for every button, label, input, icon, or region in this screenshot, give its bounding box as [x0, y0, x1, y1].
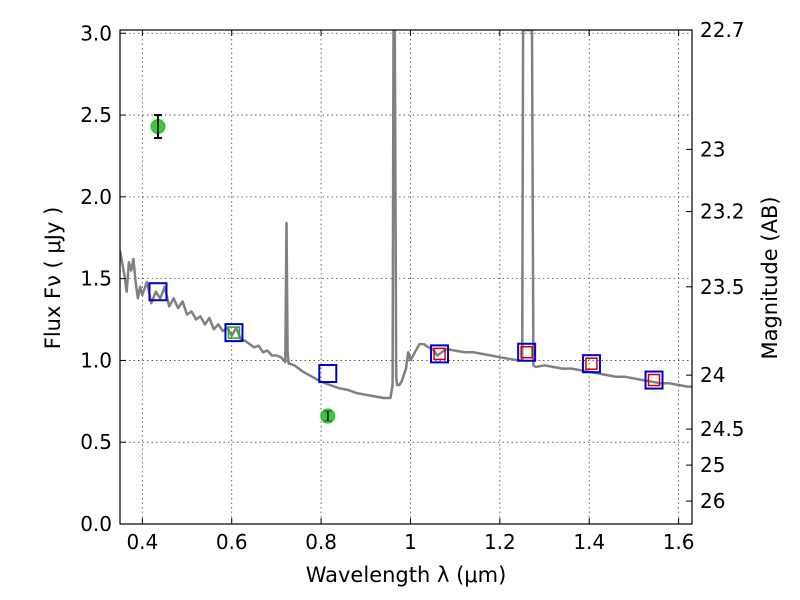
- y-tick-label: 2.5: [80, 103, 112, 127]
- x-tick-label: 0.6: [216, 530, 248, 554]
- grid-layer: [120, 30, 692, 525]
- y2-tick-label: 25: [700, 453, 725, 477]
- y2-tick-label: 23.5: [700, 275, 745, 299]
- model-photometry-marker: [148, 282, 168, 302]
- y-tick-label: 2.0: [80, 185, 112, 209]
- x-tick-label: 0.8: [305, 530, 337, 554]
- y2-tick-label: 23: [700, 137, 725, 161]
- plot-layer: [120, 30, 692, 424]
- observed-photometry-marker: [647, 373, 661, 387]
- y-tick-label: 1.0: [80, 348, 112, 372]
- tick-layer: 0.4 0.6 0.8 1 1.2 1.4 1.6 0.0 0.5 1.0 1.5 2.0 2.5 3.0…: [80, 18, 744, 554]
- model-photometry-marker: [318, 364, 338, 384]
- plot-frame: [119, 29, 693, 525]
- y2-tick-label: 23.2: [700, 200, 745, 224]
- x-tick-label: 1.4: [573, 530, 605, 554]
- model-photometry-marker: [644, 370, 664, 390]
- x-tick-label: 1.2: [484, 530, 516, 554]
- model-photometry-marker: [581, 354, 601, 374]
- observed-photometry-marker: [433, 347, 446, 361]
- model-photometry-marker: [430, 344, 450, 364]
- model-photometry-marker: [517, 342, 537, 362]
- observed-photometry-marker: [227, 326, 241, 339]
- x-tick-label: 1.6: [663, 530, 695, 554]
- y2-axis-label: Magnitude (AB): [758, 196, 782, 359]
- x-tick-label: 0.4: [126, 530, 158, 554]
- spectrum-line: [120, 30, 692, 400]
- y2-tick-label: 24.5: [700, 417, 745, 441]
- observed-photometry-marker: [585, 357, 598, 370]
- y2-tick-label: 24: [700, 363, 725, 387]
- y-tick-label: 3.0: [80, 21, 112, 45]
- y-tick-label: 0.5: [80, 430, 112, 454]
- x-tick-label: 1: [404, 530, 417, 554]
- y-axis-label: Flux Fν ( μJy ): [41, 207, 65, 350]
- y2-tick-label: 22.7: [700, 18, 745, 42]
- x-axis-label: Wavelength λ (μm): [306, 563, 507, 587]
- y-tick-label: 0.0: [80, 512, 112, 536]
- model-photometry-marker: [224, 323, 244, 343]
- y2-tick-label: 26: [700, 489, 725, 513]
- y-tick-label: 1.5: [80, 267, 112, 291]
- observed-photometry-marker: [520, 345, 533, 359]
